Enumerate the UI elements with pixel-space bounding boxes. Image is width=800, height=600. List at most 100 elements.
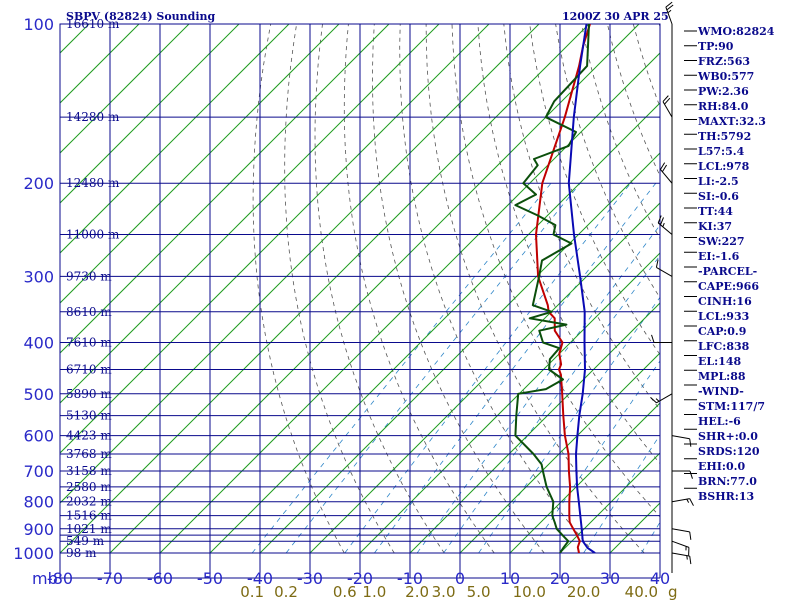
wind-barb-feather [657, 215, 662, 224]
mixing-ratio-label: 20.0 [567, 583, 600, 600]
height-label: 1516 m [66, 509, 112, 523]
dry-adiabat [399, 24, 595, 553]
index-item: WMO:82824 [698, 25, 775, 38]
pressure-tick-label: 600 [23, 427, 54, 446]
wind-barb-feather [655, 259, 659, 268]
station-title: SBPV (82824) Sounding [66, 10, 216, 23]
height-label: 16610 m [66, 17, 120, 31]
index-item: SHR+:0.0 [698, 430, 758, 443]
mixing-ratio-label: 40.0 [625, 583, 658, 600]
isotherm [259, 152, 660, 553]
pressure-tick-label: 300 [23, 267, 54, 286]
dry-adiabat [343, 24, 495, 553]
index-item: LI:-2.5 [698, 175, 739, 188]
temperature-tick-label: -60 [147, 569, 173, 588]
index-item: SI:-0.6 [698, 190, 739, 203]
isotherm [60, 24, 590, 553]
index-item: RH:84.0 [698, 100, 749, 113]
index-item: LFC:838 [698, 340, 750, 353]
dewpoint-profile [514, 24, 590, 553]
temperature-tick-label: -30 [297, 569, 323, 588]
wind-barb [660, 169, 673, 184]
index-item: TT:44 [698, 205, 733, 218]
isotherm [209, 102, 660, 553]
mixing-ratio-unit: g [668, 583, 678, 600]
height-label: 549 m [66, 534, 105, 548]
index-item: SW:227 [698, 235, 745, 248]
index-item: EI:-1.6 [698, 250, 740, 263]
dry-adiabat [372, 24, 545, 553]
wind-barb-feather [689, 470, 693, 479]
height-label: 2580 m [66, 480, 112, 494]
mixing-ratio-label: 0.6 [333, 583, 357, 600]
index-item: TP:90 [698, 40, 734, 53]
wind-barb-feather [665, 1, 673, 8]
index-item: EL:148 [698, 355, 742, 368]
valid-time: 1200Z 30 APR 25 [562, 10, 669, 23]
isotherm [409, 302, 660, 553]
index-item: SRDS:120 [698, 445, 760, 458]
index-item: -WIND- [698, 385, 744, 398]
temperature-tick-label: -50 [197, 569, 223, 588]
isotherm [459, 352, 660, 553]
index-item: LCL:933 [698, 310, 750, 323]
temperature-tick-label: 0 [455, 569, 465, 588]
mixing-ratio-line [344, 182, 631, 553]
index-item: MPL:88 [698, 370, 746, 383]
wind-barb-half-feather [686, 498, 690, 503]
height-label: 5890 m [66, 387, 112, 401]
mixing-ratio-line [285, 182, 581, 553]
temperature-tick-label: 20 [550, 569, 570, 588]
wind-barb-feather [661, 164, 668, 173]
wind-barb-feather [660, 217, 664, 226]
height-label: 7610 m [66, 335, 112, 349]
height-label: 8610 m [66, 305, 112, 319]
isotherm [60, 24, 390, 354]
height-label: 3158 m [66, 464, 112, 478]
isotherm [60, 24, 440, 404]
index-item: STM:117/7 [698, 400, 765, 413]
isotherm [359, 252, 660, 553]
index-item: CINH:16 [698, 295, 752, 308]
height-label: 12480 m [66, 176, 120, 190]
pressure-tick-label: 400 [23, 333, 54, 352]
wind-barb-half-feather [655, 398, 660, 402]
wind-barb-feather [660, 162, 666, 170]
pressure-tick-label: 200 [23, 174, 54, 193]
isotherm [109, 24, 640, 553]
isotherm [159, 52, 660, 553]
mixing-ratio-label: 0.1 [240, 583, 264, 600]
wind-barb-half-feather [662, 222, 665, 227]
wind-barb [671, 528, 690, 533]
temperature-tick-label: -80 [47, 569, 73, 588]
pressure-tick-label: 1000 [13, 544, 54, 563]
mixing-ratio-line [416, 224, 660, 553]
isotherm [559, 452, 660, 553]
isotherm [60, 24, 490, 454]
temperature-tick-label: -40 [247, 569, 273, 588]
height-label: 11000 m [66, 228, 120, 242]
wind-barb-feather [664, 97, 671, 105]
index-item: -PARCEL- [698, 265, 758, 278]
index-item: HEL:-6 [698, 415, 741, 428]
pressure-tick-label: 800 [23, 493, 54, 512]
isotherm [60, 24, 190, 154]
index-item: LCL:978 [698, 160, 750, 173]
mixing-ratio-line [251, 182, 552, 553]
index-item: BSHR:13 [698, 490, 755, 503]
wind-barb-feather [689, 531, 692, 540]
isotherm [60, 24, 340, 304]
isotherm [309, 202, 660, 553]
index-item: TH:5792 [698, 130, 752, 143]
index-item: L57:5.4 [698, 145, 745, 158]
height-label: 14280 m [66, 110, 120, 124]
temperature-tick-label: 40 [650, 569, 670, 588]
temperature-tick-label: 30 [600, 569, 620, 588]
height-label: 3768 m [66, 447, 112, 461]
mixing-ratio-label: 0.2 [274, 583, 298, 600]
mixing-ratio-label: 5.0 [467, 583, 491, 600]
pressure-tick-label: 500 [23, 385, 54, 404]
index-item: CAPE:966 [698, 280, 759, 293]
index-item: FRZ:563 [698, 55, 751, 68]
